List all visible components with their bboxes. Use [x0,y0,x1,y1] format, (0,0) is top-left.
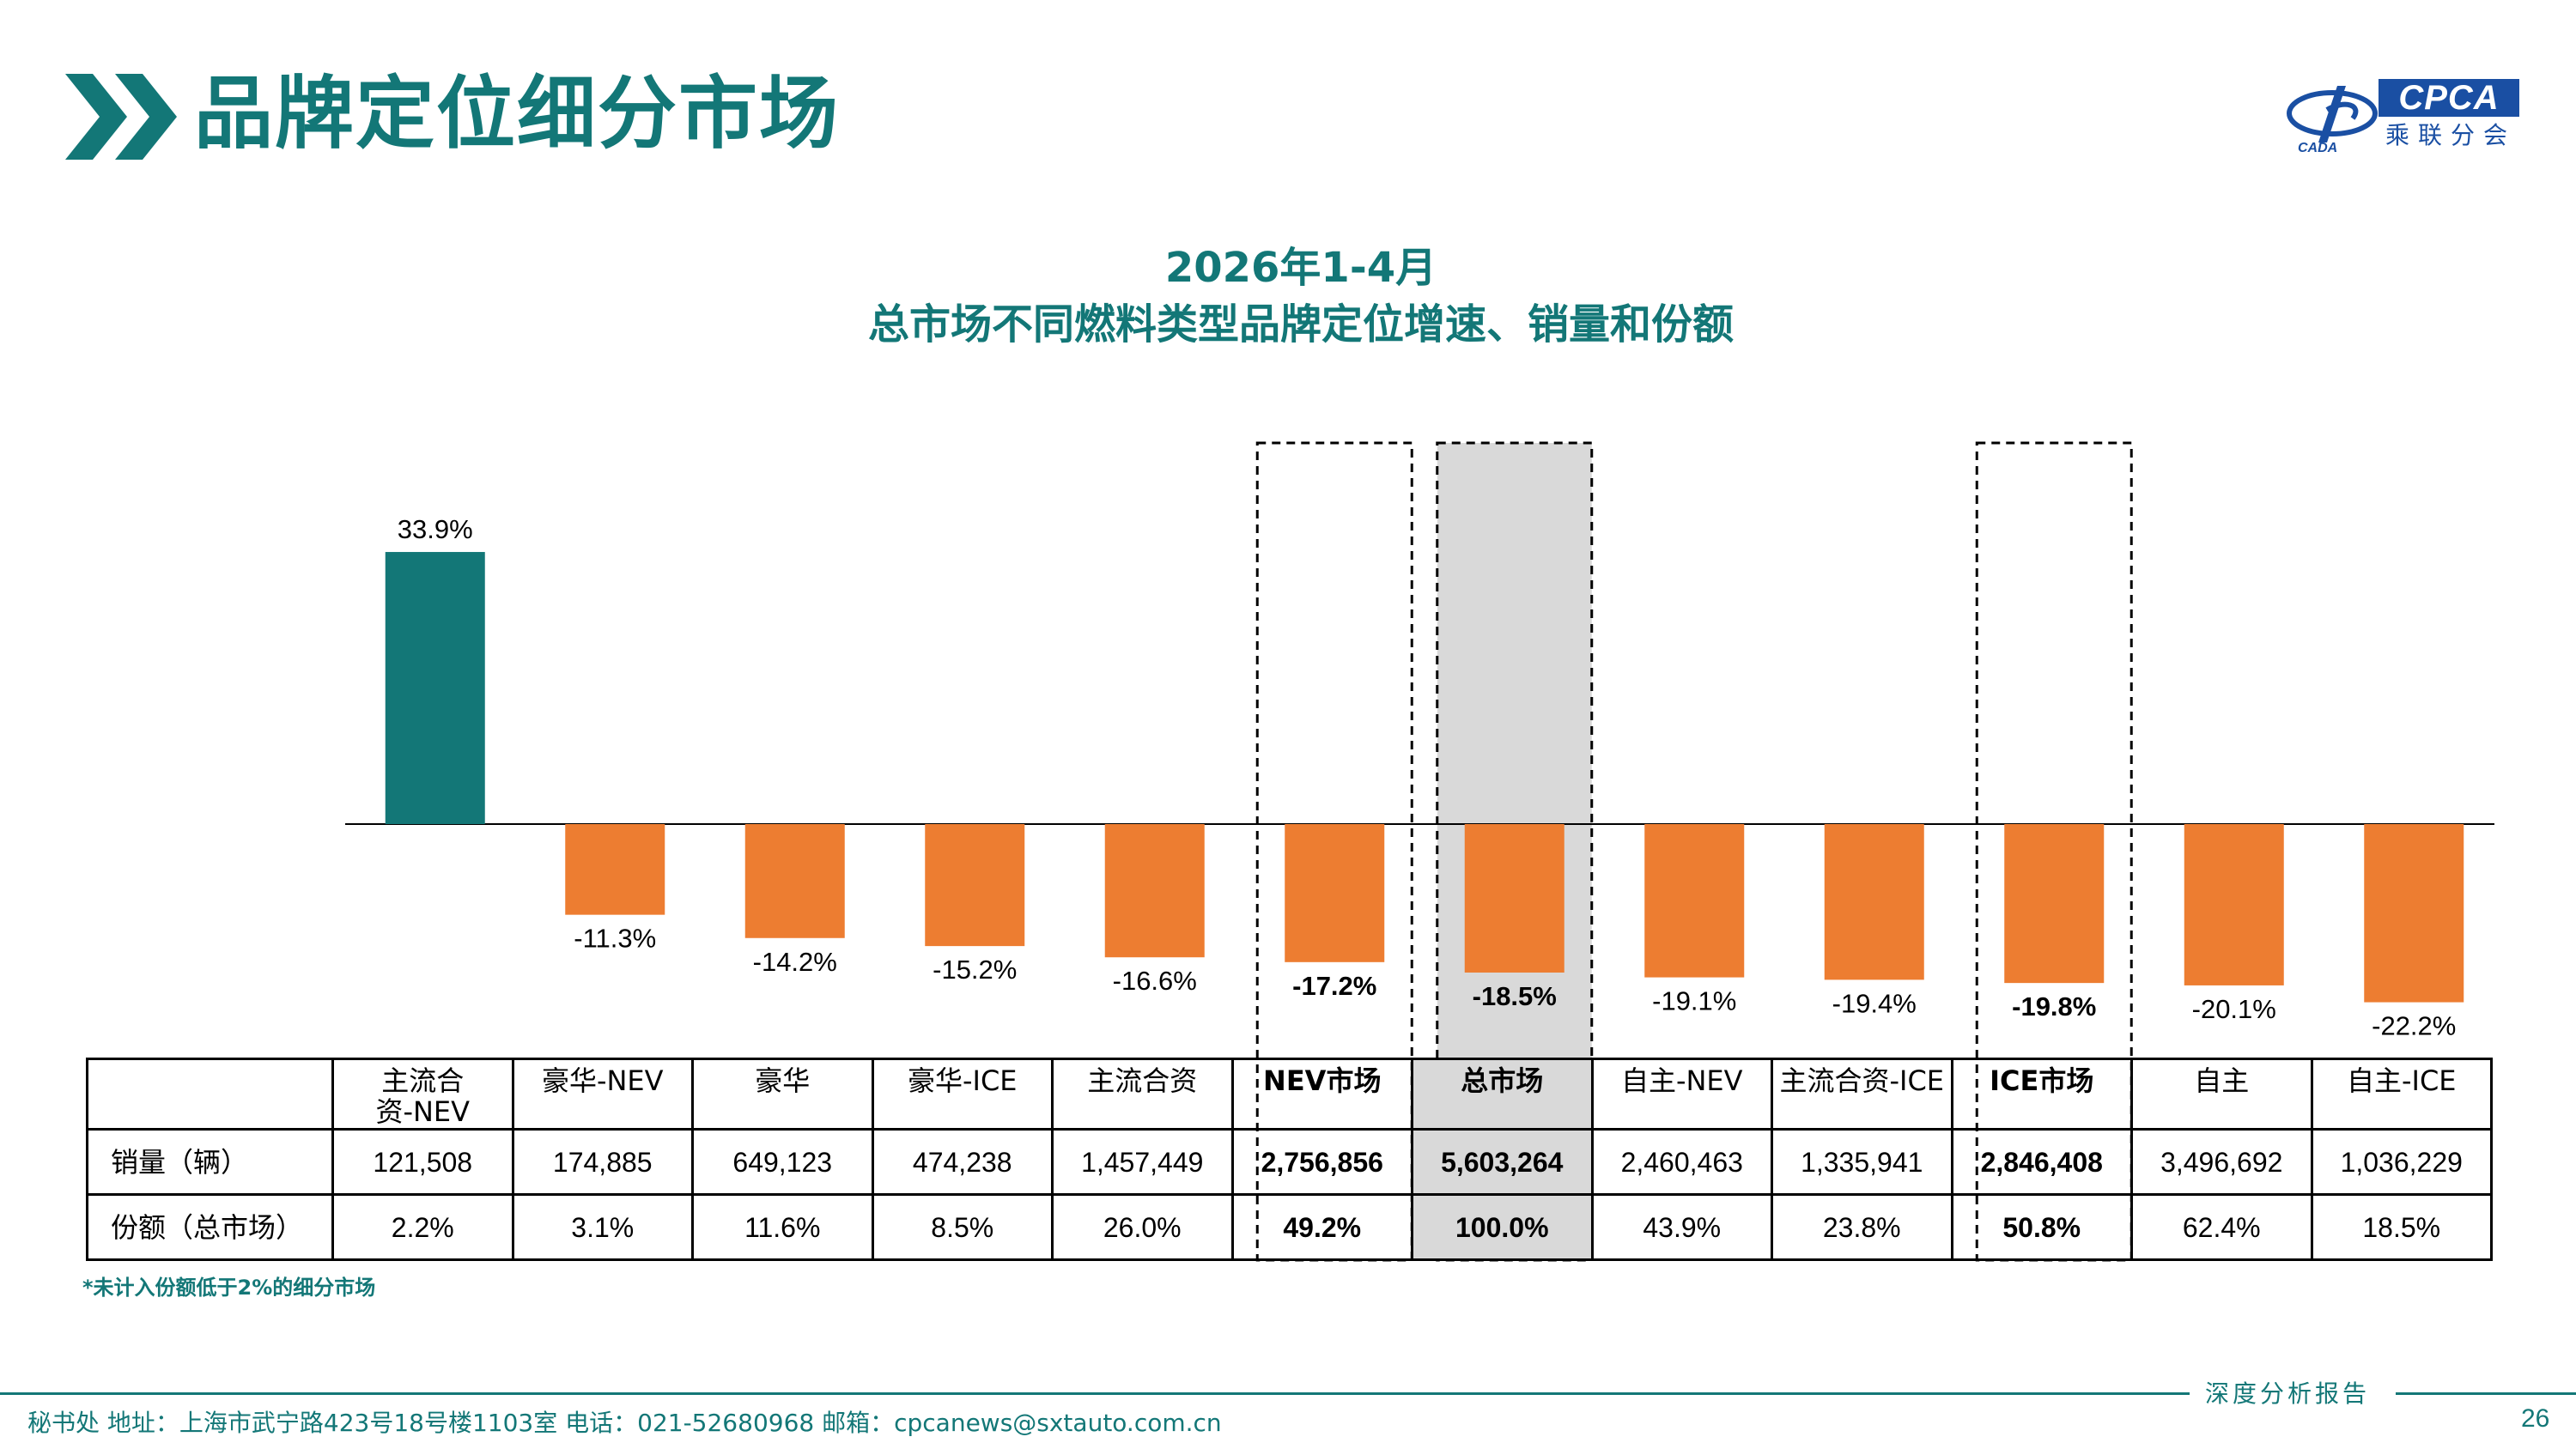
footer-report-tag: 深度分析报告 [2205,1379,2371,1408]
cpca-logo-cn: 乘联分会 [2385,121,2517,149]
table-cell: 49.2% [1230,1193,1413,1261]
footer-address: 秘书处 地址：上海市武宁路423号18号楼1103室 电话：021-526809… [27,1409,1222,1437]
bar-data-label: -17.2% [1292,971,1376,1001]
data-table: 主流合 资-NEV 豪华-NEV 豪华 豪华-ICE 主流合资 NEV市场 总市场 自主-NE… [86,1058,2493,1261]
bar-data-label: -14.2% [753,947,837,977]
bar [1824,824,1924,980]
bar [744,824,845,938]
footer-divider-right [2396,1392,2576,1395]
table-cell: 43.9% [1590,1193,1773,1261]
table-row: 销量（辆） 121,508 174,885 649,123 474,238 1,457,4… [86,1128,2493,1196]
table-cell: 26.0% [1051,1193,1234,1261]
table-cell: 174,885 [511,1128,694,1196]
table-cell: 1,457,449 [1051,1128,1234,1196]
table-cell: 474,238 [871,1128,1054,1196]
bar [565,824,665,915]
table-column-header: 自主-NEV [1590,1058,1773,1131]
table-column-header: NEV市场 [1230,1058,1413,1131]
bar-data-label: -19.1% [1652,986,1736,1016]
table-cell: 2.2% [331,1193,514,1261]
table-column-header: 主流合 资-NEV [331,1058,514,1131]
table-row-label: 销量（辆） [86,1128,334,1196]
table-column-header: 总市场 [1411,1058,1594,1131]
table-column-header: 主流合资-ICE [1771,1058,1953,1131]
table-cell: 649,123 [691,1128,874,1196]
bar-data-label: -18.5% [1473,981,1557,1011]
bar-data-label: -11.3% [574,924,656,954]
cpca-emblem-icon [2287,86,2378,142]
cpca-logo-small: CADA [2298,141,2338,155]
bar [2184,824,2284,985]
table-column-header: 自主 [2130,1058,2313,1131]
bar [1285,824,1385,962]
bar [385,552,485,824]
table-column-header: 豪华-NEV [511,1058,694,1131]
table-cell: 5,603,264 [1411,1128,1594,1196]
chart-title: 2026年1-4月 [1164,244,1437,292]
chart-subtitle: 总市场不同燃料类型品牌定位增速、销量和份额 [867,300,1734,349]
table-cell: 50.8% [1950,1193,2133,1261]
bar-data-label: -15.2% [933,955,1017,985]
table-corner-cell [86,1058,334,1131]
bar [1644,824,1745,978]
table-cell: 2,756,856 [1230,1128,1413,1196]
bar-data-label: -16.6% [1113,966,1197,996]
table-cell: 18.5% [2310,1193,2493,1261]
bar [1464,824,1564,973]
table-column-header: ICE市场 [1950,1058,2133,1131]
table-column-header: 豪华 [691,1058,874,1131]
table-column-header: 自主-ICE [2310,1058,2493,1131]
table-cell: 3.1% [511,1193,694,1261]
table-cell: 23.8% [1771,1193,1953,1261]
footnote: *未计入份额低于2%的细分市场 [82,1276,376,1300]
table-cell: 121,508 [331,1128,514,1196]
highlight-dashed-box [1436,441,1594,1262]
bar [925,824,1025,947]
bar-data-label: 33.9% [398,514,473,544]
table-cell: 1,036,229 [2310,1128,2493,1196]
table-cell: 11.6% [691,1193,874,1261]
table-column-header: 主流合资 [1051,1058,1234,1131]
table-cell: 1,335,941 [1771,1128,1953,1196]
table-header-row: 主流合 资-NEV 豪华-NEV 豪华 豪华-ICE 主流合资 NEV市场 总市场 自主-NE… [86,1058,2493,1131]
bar-data-label: -20.1% [2192,994,2276,1024]
cpca-logo-text: CPCA [2379,79,2519,117]
table-row: 份额（总市场） 2.2% 3.1% 11.6% 8.5% 26.0% 49.2% 100.0%… [86,1193,2493,1261]
table-cell: 3,496,692 [2130,1128,2313,1196]
table-cell: 2,460,463 [1590,1128,1773,1196]
bar [2004,824,2105,984]
bar [1104,824,1205,958]
table-row-label: 份额（总市场） [86,1193,334,1261]
table-column-header: 豪华-ICE [871,1058,1054,1131]
table-cell: 62.4% [2130,1193,2313,1261]
highlight-dashed-box [1975,441,2133,1262]
page-number: 26 [2521,1404,2550,1433]
bar [2364,824,2464,1003]
table-cell: 8.5% [871,1193,1054,1261]
table-cell: 100.0% [1411,1193,1594,1261]
bar-data-label: -19.4% [1832,988,1917,1018]
footer-divider [0,1392,2190,1395]
bar-data-label: -19.8% [2012,991,2096,1022]
table-cell: 2,846,408 [1950,1128,2133,1196]
highlight-dashed-box [1255,441,1413,1262]
bar-data-label: -22.2% [2372,1011,2456,1041]
cpca-logo: CPCA 乘联分会 CADA [2284,74,2524,160]
header-chevron-icon [65,74,177,160]
page-title: 品牌定位细分市场 [194,68,841,160]
